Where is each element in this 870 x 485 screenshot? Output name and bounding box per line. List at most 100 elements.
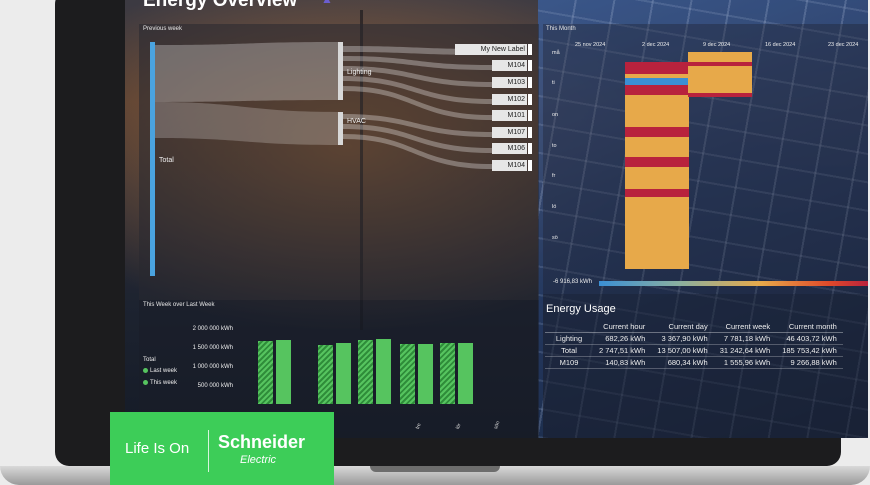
table-cell: 1 555,96 kWh: [713, 356, 777, 369]
sankey-target[interactable]: M107: [492, 127, 532, 138]
sankey-target[interactable]: M106: [492, 143, 532, 154]
table-cell: 9 266,88 kWh: [776, 356, 843, 369]
y-tick-label: 500 000 kWh: [197, 383, 233, 389]
heatmap-cell[interactable]: [625, 74, 689, 78]
heatmap-row-label: fr: [552, 173, 556, 179]
heatmap-row-label: ti: [552, 80, 555, 86]
sankey-target[interactable]: M102: [492, 94, 532, 105]
legend-dot: [143, 380, 148, 385]
table-row[interactable]: Lighting 682,26 kWh 3 367,90 kWh 7 781,1…: [545, 332, 843, 345]
table-cell: 140,83 kWh: [593, 356, 652, 369]
bar-last-week[interactable]: [358, 339, 373, 404]
sankey-group-hvac: HVAC: [347, 118, 366, 125]
heatmap-cell[interactable]: [625, 127, 689, 137]
bar-last-week[interactable]: [318, 344, 333, 404]
heatmap-cell[interactable]: [625, 107, 689, 127]
heatmap-cell[interactable]: [625, 137, 689, 157]
y-tick-label: 2 000 000 kWh: [192, 326, 233, 332]
table-cell: 682,26 kWh: [593, 332, 652, 345]
table-cell: 185 753,42 kWh: [776, 344, 843, 357]
heatmap-cell[interactable]: [625, 62, 689, 74]
heatmap-column-label: 16 dec 2024: [765, 42, 796, 48]
bar-this-week[interactable]: [276, 340, 291, 404]
heatmap-row-label: lö: [552, 204, 557, 210]
sankey-target[interactable]: M103: [492, 77, 532, 88]
usage-header: Current month: [776, 321, 843, 333]
legend-dot: [143, 368, 148, 373]
sankey-label: Previous week: [143, 26, 183, 32]
heatmap-column-label: 25 nov 2024: [575, 42, 606, 48]
page-title: Energy Overview: [143, 0, 298, 11]
heatmap-cell[interactable]: [688, 66, 752, 93]
sankey-node-lighting[interactable]: [338, 42, 343, 100]
heatmap-column-label: 9 dec 2024: [703, 42, 731, 48]
sankey-node-hvac[interactable]: [338, 112, 343, 145]
laptop-notch: [370, 466, 500, 472]
sankey-group-lighting: Lighting: [347, 69, 372, 76]
usage-title: Energy Usage: [546, 303, 616, 315]
brand-logo: Life Is On Schneider Electric: [110, 412, 334, 485]
heatmap-row-label: on: [552, 112, 559, 118]
usage-header: Current day: [651, 321, 714, 333]
table-cell: 7 781,18 kWh: [713, 332, 777, 345]
heatmap-column-label: 23 dec 2024: [828, 42, 859, 48]
table-cell: 3 367,90 kWh: [651, 332, 714, 345]
table-cell: 680,34 kWh: [651, 356, 714, 369]
heatmap-cell[interactable]: [625, 197, 689, 269]
laptop-frame: Energy Overview ▲ Previous week Total Li…: [55, 0, 868, 466]
heatmap-cell[interactable]: [688, 62, 752, 66]
row-label: Lighting: [545, 332, 593, 345]
sankey-target[interactable]: My New Label: [455, 44, 532, 55]
heatmap-color-scale: [599, 281, 868, 286]
usage-header: Current hour: [593, 321, 652, 333]
heatmap-cell[interactable]: [625, 78, 689, 85]
sankey-node-total[interactable]: [150, 42, 155, 276]
heatmap-row-label: sö: [552, 235, 558, 241]
table-cell: 31 242,64 kWh: [713, 344, 777, 357]
heatmap-cell[interactable]: [625, 167, 689, 189]
row-label: Total: [545, 344, 593, 357]
legend-item[interactable]: Last week: [143, 368, 177, 374]
y-tick-label: 1 500 000 kWh: [192, 345, 233, 351]
heatmap-cell[interactable]: [688, 52, 752, 62]
filter-icon[interactable]: ▲: [321, 0, 333, 6]
heatmap-cell[interactable]: [625, 85, 689, 95]
sankey-flows: [155, 42, 492, 169]
table-row[interactable]: M109 140,83 kWh 680,34 kWh 1 555,96 kWh …: [545, 356, 843, 369]
bar-this-week[interactable]: [376, 339, 391, 404]
heatmap-cell[interactable]: [688, 93, 752, 97]
table-cell: 2 747,51 kWh: [593, 344, 652, 357]
brand-tagline: Life Is On: [125, 440, 190, 457]
y-tick-label: 1 000 000 kWh: [192, 364, 233, 370]
bar-this-week[interactable]: [458, 342, 473, 404]
bar-this-week[interactable]: [336, 343, 351, 404]
heatmap-cell[interactable]: [625, 189, 689, 197]
legend-item[interactable]: This week: [143, 380, 177, 386]
sankey-target[interactable]: M104: [492, 160, 532, 171]
sankey-target[interactable]: M101: [492, 110, 532, 121]
brand-divider: [208, 430, 209, 472]
table-cell: 13 507,00 kWh: [651, 344, 714, 357]
heatmap-column-label: 2 dec 2024: [642, 42, 670, 48]
table-row[interactable]: Total 2 747,51 kWh 13 507,00 kWh 31 242,…: [545, 344, 843, 357]
bar-this-week[interactable]: [418, 344, 433, 404]
bar-last-week[interactable]: [440, 342, 455, 404]
heatmap-cell[interactable]: [625, 157, 689, 167]
sankey-source-label: Total: [159, 157, 174, 164]
heatmap-scale-min: -6 916,83 kWh: [553, 279, 593, 285]
sankey-target[interactable]: M104: [492, 60, 532, 71]
bar-last-week[interactable]: [400, 344, 415, 404]
heatmap-cell[interactable]: [625, 95, 689, 107]
row-label: M109: [545, 356, 593, 369]
usage-table: Current hour Current day Current week Cu…: [545, 321, 843, 369]
heatmap-label: This Month: [546, 26, 576, 32]
heatmap-row-label: to: [552, 143, 557, 149]
usage-header: Current week: [713, 321, 777, 333]
weekly-label: This Week over Last Week: [143, 302, 215, 308]
usage-header-row: Current hour Current day Current week Cu…: [545, 321, 843, 333]
brand-name: Schneider: [218, 432, 306, 452]
brand-sub: Electric: [240, 454, 277, 466]
table-cell: 46 403,72 kWh: [776, 332, 843, 345]
bar-last-week[interactable]: [258, 341, 273, 404]
usage-header: [545, 321, 593, 333]
